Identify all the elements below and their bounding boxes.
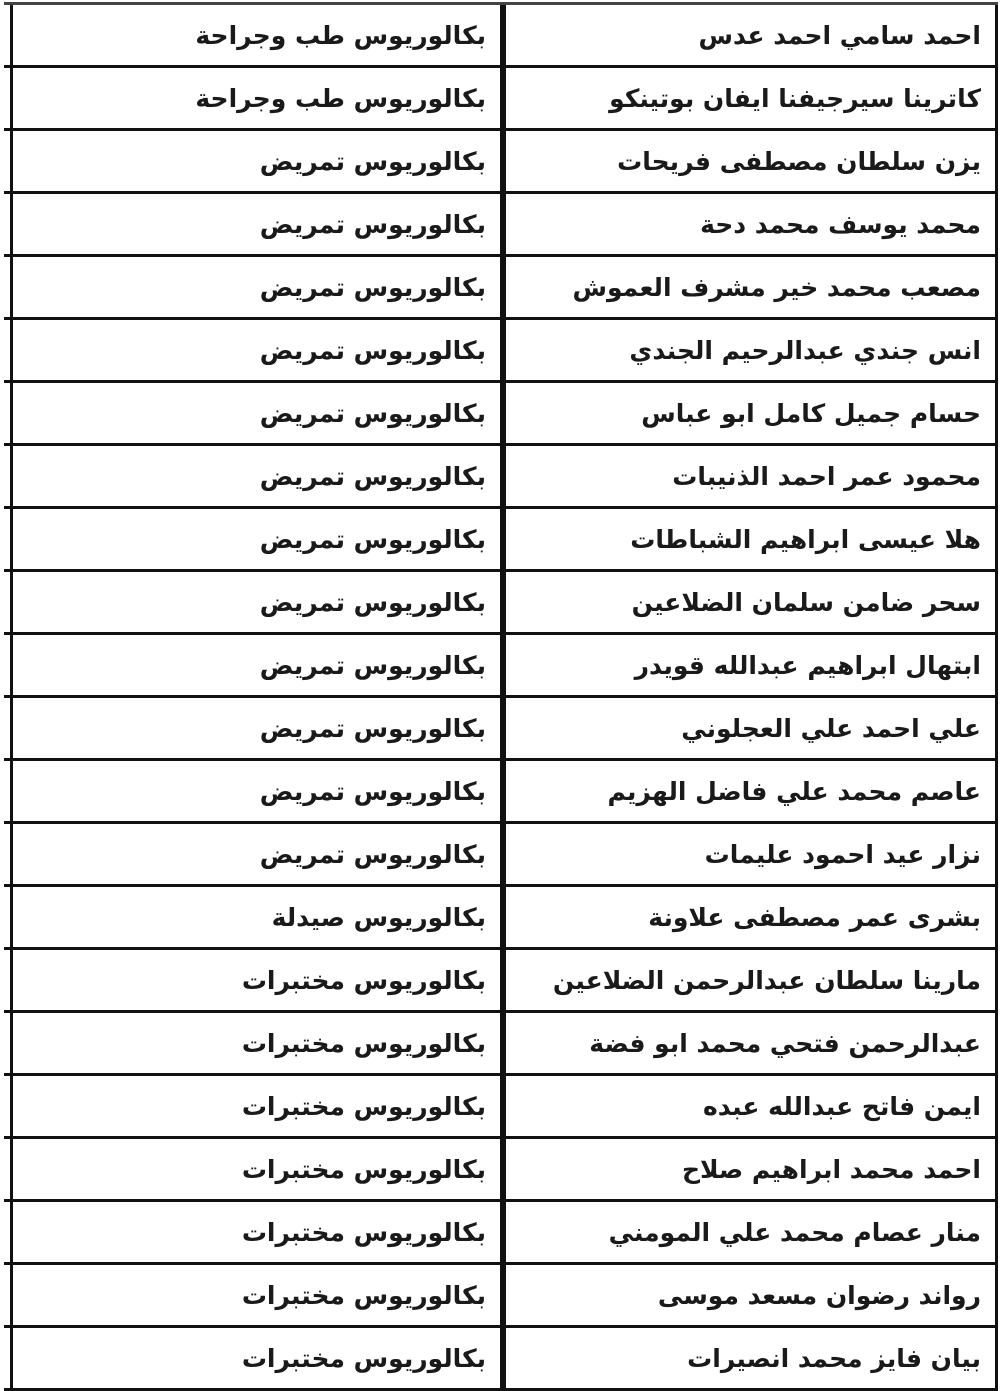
table-row: احمد محمد ابراهيم صلاح بكالوريوس مختبرات [4,1139,998,1202]
degree-cell: بكالوريوس تمريض [10,635,506,695]
name-cell: عاصم محمد علي فاضل الهزيم [506,761,998,821]
table-row: هلا عيسى ابراهيم الشباطات بكالوريوس تمريض [4,509,998,572]
name-cell: احمد محمد ابراهيم صلاح [506,1139,998,1199]
table-row: عاصم محمد علي فاضل الهزيم بكالوريوس تمريض [4,761,998,824]
table-row: رواند رضوان مسعد موسى بكالوريوس مختبرات [4,1265,998,1328]
table-row: يزن سلطان مصطفى فريحات بكالوريوس تمريض [4,131,998,194]
table-row: احمد سامي احمد عدس بكالوريوس طب وجراحة [4,5,998,68]
degree-cell: بكالوريوس تمريض [10,509,506,569]
name-cell: منار عصام محمد علي المومني [506,1202,998,1262]
degree-cell: بكالوريوس تمريض [10,761,506,821]
table-row: انس جندي عبدالرحيم الجندي بكالوريوس تمريض [4,320,998,383]
table-row: ابتهال ابراهيم عبدالله قويدر بكالوريوس تم… [4,635,998,698]
name-cell: عبدالرحمن فتحي محمد ابو فضة [506,1013,998,1073]
name-cell: هلا عيسى ابراهيم الشباطات [506,509,998,569]
degree-cell: بكالوريوس مختبرات [10,1265,506,1325]
table-row: بيان فايز محمد انصيرات بكالوريوس مختبرات [4,1328,998,1391]
table-row: سحر ضامن سلمان الضلاعين بكالوريوس تمريض [4,572,998,635]
name-cell: كاترينا سيرجيفنا ايفان بوتينكو [506,68,998,128]
table-row: منار عصام محمد علي المومني بكالوريوس مختب… [4,1202,998,1265]
table-row: نزار عيد احمود عليمات بكالوريوس تمريض [4,824,998,887]
degree-cell: بكالوريوس تمريض [10,446,506,506]
table-row: بشرى عمر مصطفى علاونة بكالوريوس صيدلة [4,887,998,950]
table-row: كاترينا سيرجيفنا ايفان بوتينكو بكالوريوس … [4,68,998,131]
degree-cell: بكالوريوس تمريض [10,824,506,884]
degree-cell: بكالوريوس مختبرات [10,1076,506,1136]
name-cell: محمود عمر احمد الذنيبات [506,446,998,506]
table-row: عبدالرحمن فتحي محمد ابو فضة بكالوريوس مخت… [4,1013,998,1076]
name-cell: نزار عيد احمود عليمات [506,824,998,884]
table-row: علي احمد علي العجلوني بكالوريوس تمريض [4,698,998,761]
degree-cell: بكالوريوس مختبرات [10,1202,506,1262]
degree-cell: بكالوريوس طب وجراحة [10,68,506,128]
name-cell: رواند رضوان مسعد موسى [506,1265,998,1325]
names-table: احمد سامي احمد عدس بكالوريوس طب وجراحة كات… [4,2,998,1391]
name-cell: بيان فايز محمد انصيرات [506,1328,998,1388]
table-row: محمد يوسف محمد دحة بكالوريوس تمريض [4,194,998,257]
degree-cell: بكالوريوس تمريض [10,698,506,758]
degree-cell: بكالوريوس مختبرات [10,1013,506,1073]
degree-cell: بكالوريوس تمريض [10,320,506,380]
name-cell: محمد يوسف محمد دحة [506,194,998,254]
degree-cell: بكالوريوس تمريض [10,194,506,254]
degree-cell: بكالوريوس تمريض [10,131,506,191]
name-cell: حسام جميل كامل ابو عباس [506,383,998,443]
name-cell: ابتهال ابراهيم عبدالله قويدر [506,635,998,695]
table-row: مصعب محمد خير مشرف العموش بكالوريوس تمريض [4,257,998,320]
name-cell: سحر ضامن سلمان الضلاعين [506,572,998,632]
degree-cell: بكالوريوس تمريض [10,257,506,317]
degree-cell: بكالوريوس مختبرات [10,1139,506,1199]
degree-cell: بكالوريوس مختبرات [10,1328,506,1388]
name-cell: مارينا سلطان عبدالرحمن الضلاعين [506,950,998,1010]
name-cell: ايمن فاتح عبدالله عبده [506,1076,998,1136]
table-row: محمود عمر احمد الذنيبات بكالوريوس تمريض [4,446,998,509]
table-row: ايمن فاتح عبدالله عبده بكالوريوس مختبرات [4,1076,998,1139]
name-cell: علي احمد علي العجلوني [506,698,998,758]
degree-cell: بكالوريوس مختبرات [10,950,506,1010]
name-cell: مصعب محمد خير مشرف العموش [506,257,998,317]
name-cell: يزن سلطان مصطفى فريحات [506,131,998,191]
table-row: مارينا سلطان عبدالرحمن الضلاعين بكالوريوس… [4,950,998,1013]
name-cell: بشرى عمر مصطفى علاونة [506,887,998,947]
name-cell: احمد سامي احمد عدس [506,5,998,65]
degree-cell: بكالوريوس صيدلة [10,887,506,947]
degree-cell: بكالوريوس تمريض [10,572,506,632]
table-row: حسام جميل كامل ابو عباس بكالوريوس تمريض [4,383,998,446]
degree-cell: بكالوريوس طب وجراحة [10,5,506,65]
degree-cell: بكالوريوس تمريض [10,383,506,443]
name-cell: انس جندي عبدالرحيم الجندي [506,320,998,380]
